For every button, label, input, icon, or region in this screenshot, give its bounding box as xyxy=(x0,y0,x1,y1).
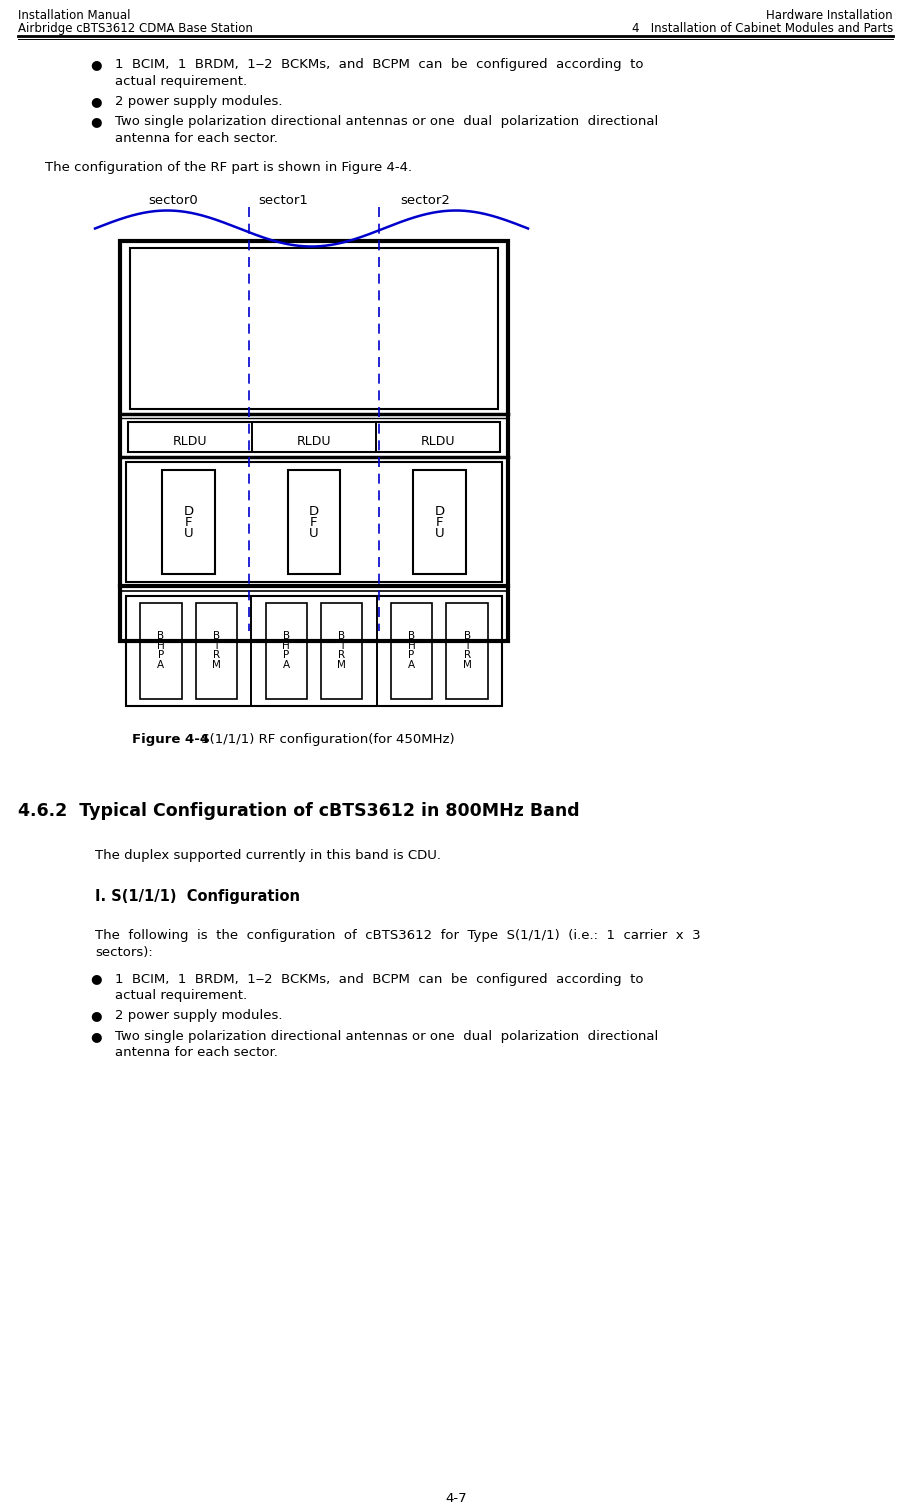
Bar xyxy=(375,421,499,451)
Bar xyxy=(140,602,181,699)
Text: antenna for each sector.: antenna for each sector. xyxy=(115,1046,278,1060)
Text: The configuration of the RF part is shown in Figure 4-4.: The configuration of the RF part is show… xyxy=(45,160,412,174)
Bar xyxy=(413,470,466,574)
Text: antenna for each sector.: antenna for each sector. xyxy=(115,131,278,145)
Text: 2 power supply modules.: 2 power supply modules. xyxy=(115,95,282,109)
Text: ●: ● xyxy=(90,1010,101,1022)
Text: P: P xyxy=(408,651,415,660)
Text: R: R xyxy=(338,651,345,660)
Text: F: F xyxy=(185,516,192,528)
Text: H: H xyxy=(157,640,165,651)
Text: B: B xyxy=(463,631,470,642)
Text: P: P xyxy=(158,651,164,660)
Text: A: A xyxy=(407,660,415,670)
Text: B: B xyxy=(407,631,415,642)
Bar xyxy=(446,602,487,699)
Bar xyxy=(126,462,501,581)
Text: RLDU: RLDU xyxy=(420,435,455,448)
Text: I. S(1/1/1)  Configuration: I. S(1/1/1) Configuration xyxy=(95,889,300,904)
Bar xyxy=(287,470,340,574)
Bar xyxy=(128,421,499,451)
Bar xyxy=(120,240,507,640)
Text: F: F xyxy=(310,516,317,528)
Text: ●: ● xyxy=(90,1030,101,1043)
Bar xyxy=(130,248,497,409)
Bar xyxy=(128,421,251,451)
Text: ●: ● xyxy=(90,115,101,128)
Text: 4-7: 4-7 xyxy=(445,1492,466,1505)
Text: Airbridge cBTS3612 CDMA Base Station: Airbridge cBTS3612 CDMA Base Station xyxy=(18,23,252,35)
Text: Hardware Installation: Hardware Installation xyxy=(765,9,892,23)
Bar xyxy=(126,595,501,705)
Text: U: U xyxy=(434,527,444,541)
Text: Two single polarization directional antennas or one  dual  polarization  directi: Two single polarization directional ante… xyxy=(115,1030,658,1043)
Text: ●: ● xyxy=(90,972,101,986)
Text: 1  BCIM,  1  BRDM,  1‒2  BCKMs,  and  BCPM  can  be  configured  according  to: 1 BCIM, 1 BRDM, 1‒2 BCKMs, and BCPM can … xyxy=(115,972,643,986)
Text: M: M xyxy=(337,660,346,670)
Text: The  following  is  the  configuration  of  cBTS3612  for  Type  S(1/1/1)  (i.e.: The following is the configuration of cB… xyxy=(95,930,700,942)
Text: S(1/1/1) RF configuration(for 450MHz): S(1/1/1) RF configuration(for 450MHz) xyxy=(197,734,454,746)
Bar xyxy=(391,602,432,699)
Text: D: D xyxy=(183,504,193,518)
Text: 4.6.2  Typical Configuration of cBTS3612 in 800MHz Band: 4.6.2 Typical Configuration of cBTS3612 … xyxy=(18,802,579,820)
Text: H: H xyxy=(282,640,290,651)
Text: sector1: sector1 xyxy=(258,195,308,207)
Bar xyxy=(126,595,251,705)
Text: B: B xyxy=(212,631,220,642)
Text: RLDU: RLDU xyxy=(172,435,207,448)
Text: 2 power supply modules.: 2 power supply modules. xyxy=(115,1010,282,1022)
Text: P: P xyxy=(282,651,289,660)
Bar xyxy=(265,602,307,699)
Text: T: T xyxy=(338,640,344,651)
Bar xyxy=(162,470,215,574)
Text: 4   Installation of Cabinet Modules and Parts: 4 Installation of Cabinet Modules and Pa… xyxy=(631,23,892,35)
Text: U: U xyxy=(184,527,193,541)
Text: B: B xyxy=(282,631,290,642)
Text: ●: ● xyxy=(90,57,101,71)
Text: R: R xyxy=(463,651,470,660)
Text: U: U xyxy=(309,527,319,541)
Text: sector0: sector0 xyxy=(148,195,198,207)
Bar xyxy=(251,421,375,451)
Text: F: F xyxy=(435,516,443,528)
Text: T: T xyxy=(464,640,470,651)
Bar xyxy=(251,595,376,705)
Text: H: H xyxy=(407,640,415,651)
Text: B: B xyxy=(158,631,164,642)
Bar xyxy=(321,602,362,699)
Text: A: A xyxy=(158,660,164,670)
Text: actual requirement.: actual requirement. xyxy=(115,989,247,1003)
Text: sector2: sector2 xyxy=(400,195,450,207)
Bar xyxy=(376,595,501,705)
Text: The duplex supported currently in this band is CDU.: The duplex supported currently in this b… xyxy=(95,850,441,862)
Text: A: A xyxy=(282,660,290,670)
Text: Figure 4-4: Figure 4-4 xyxy=(132,734,209,746)
Bar xyxy=(196,602,237,699)
Text: M: M xyxy=(462,660,471,670)
Text: RLDU: RLDU xyxy=(296,435,331,448)
Text: B: B xyxy=(338,631,345,642)
Text: T: T xyxy=(213,640,220,651)
Text: D: D xyxy=(434,504,444,518)
Text: Installation Manual: Installation Manual xyxy=(18,9,130,23)
Text: ●: ● xyxy=(90,95,101,109)
Text: sectors):: sectors): xyxy=(95,945,152,959)
Text: actual requirement.: actual requirement. xyxy=(115,74,247,88)
Text: D: D xyxy=(309,504,319,518)
Text: R: R xyxy=(212,651,220,660)
Text: M: M xyxy=(211,660,220,670)
Text: 1  BCIM,  1  BRDM,  1‒2  BCKMs,  and  BCPM  can  be  configured  according  to: 1 BCIM, 1 BRDM, 1‒2 BCKMs, and BCPM can … xyxy=(115,57,643,71)
Text: Two single polarization directional antennas or one  dual  polarization  directi: Two single polarization directional ante… xyxy=(115,115,658,128)
